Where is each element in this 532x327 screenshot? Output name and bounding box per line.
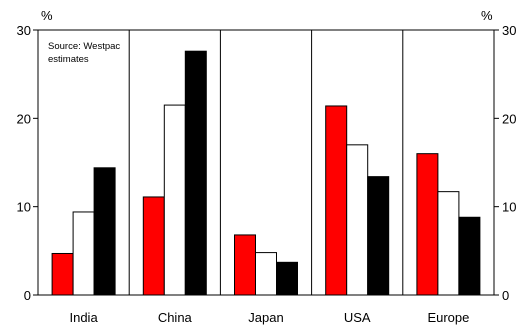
right-y-tick-label: 30 — [502, 23, 516, 38]
category-label: China — [158, 310, 193, 325]
left-y-tick-label: 10 — [17, 200, 31, 215]
category-label: Europe — [427, 310, 469, 325]
right-y-tick-label: 20 — [502, 111, 516, 126]
left-y-tick-label: 30 — [17, 23, 31, 38]
bar — [255, 252, 277, 296]
right-unit-label: % — [481, 8, 493, 23]
bar — [416, 153, 439, 296]
left-y-tick-label: 20 — [17, 111, 31, 126]
bar — [163, 104, 186, 296]
bar — [234, 234, 256, 296]
bar — [367, 176, 390, 296]
right-y-tick-label: 10 — [502, 200, 516, 215]
bar — [93, 167, 116, 296]
bar — [346, 144, 369, 296]
bar — [325, 105, 348, 296]
bar — [458, 216, 481, 296]
bars — [51, 50, 481, 296]
bar — [51, 252, 74, 296]
right-y-tick-label: 0 — [502, 288, 509, 303]
axes — [33, 29, 499, 296]
bar — [276, 261, 298, 296]
labels: 0 0 10 10 20 20 30 30 India China Japan USA Europe — [17, 23, 517, 325]
category-label: India — [69, 310, 98, 325]
bar — [142, 196, 165, 296]
category-label: USA — [344, 310, 371, 325]
bar — [184, 50, 207, 296]
bar — [72, 211, 95, 296]
bar — [437, 191, 460, 296]
category-label: Japan — [248, 310, 283, 325]
source-note-line-2: estimates — [48, 54, 89, 65]
source-note-line-1: Source: Westpac — [48, 41, 120, 52]
category-separators — [128, 30, 404, 295]
left-unit-label: % — [41, 8, 53, 23]
left-y-tick-label: 0 — [24, 288, 31, 303]
